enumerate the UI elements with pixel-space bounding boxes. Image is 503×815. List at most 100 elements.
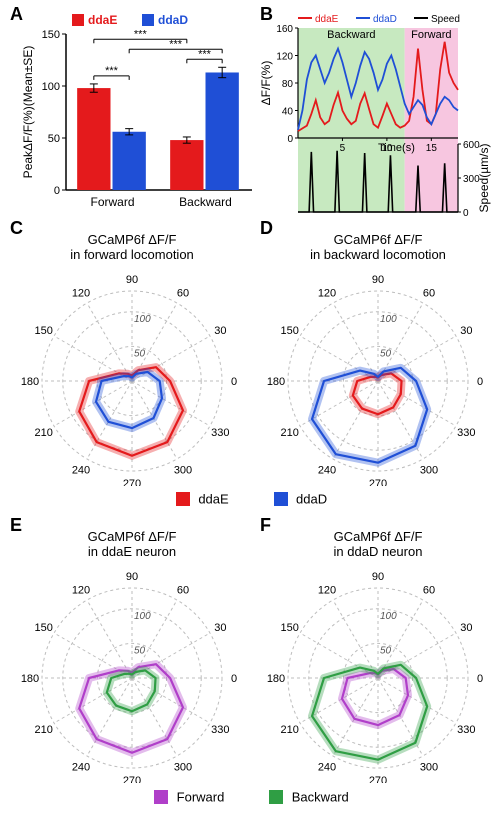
legend-cd-swatch-ddaE <box>176 492 190 506</box>
svg-text:100: 100 <box>380 314 397 325</box>
svg-text:***: *** <box>134 28 148 40</box>
svg-text:15: 15 <box>426 143 438 154</box>
svg-text:270: 270 <box>369 775 387 783</box>
svg-text:30: 30 <box>460 622 472 634</box>
svg-text:270: 270 <box>369 478 387 486</box>
svg-text:150: 150 <box>42 29 60 41</box>
panel-a-chart: 0 50 100 150 PeakΔF/F(%)(Mean±SE) ddaE ddaD For… <box>18 8 258 218</box>
svg-text:330: 330 <box>211 724 229 736</box>
svg-text:100: 100 <box>42 81 60 93</box>
svg-text:Forward: Forward <box>90 195 134 209</box>
svg-text:GCaMP6f ΔF/F: GCaMP6f ΔF/F <box>334 232 423 247</box>
svg-text:210: 210 <box>280 724 298 736</box>
svg-text:300: 300 <box>174 464 192 476</box>
svg-text:Forward: Forward <box>411 29 451 41</box>
svg-text:150: 150 <box>280 622 298 634</box>
svg-text:PeakΔF/F(%)(Mean±SE): PeakΔF/F(%)(Mean±SE) <box>21 46 35 179</box>
legend-ef-swatch-backward <box>269 790 283 804</box>
svg-text:0: 0 <box>477 376 483 388</box>
svg-text:GCaMP6f ΔF/F: GCaMP6f ΔF/F <box>334 529 423 544</box>
svg-text:300: 300 <box>174 761 192 773</box>
svg-text:100: 100 <box>134 314 151 325</box>
svg-text:Speed(µm/s): Speed(µm/s) <box>477 144 491 213</box>
svg-text:90: 90 <box>372 274 384 286</box>
svg-text:in backward locomotion: in backward locomotion <box>310 247 446 262</box>
svg-text:40: 40 <box>282 107 294 118</box>
svg-text:ddaE: ddaE <box>88 13 117 27</box>
svg-text:150: 150 <box>280 325 298 337</box>
svg-text:0: 0 <box>463 208 469 218</box>
panel-c-polar: GCaMP6f ΔF/Fin forward locomotion5010003… <box>12 228 252 486</box>
svg-text:GCaMP6f ΔF/F: GCaMP6f ΔF/F <box>88 232 177 247</box>
figure: A B C D E F 050100150PeakΔF/F(%)(Mean±SE… <box>0 0 503 815</box>
svg-text:120: 120 <box>318 585 336 597</box>
svg-text:0: 0 <box>477 673 483 685</box>
svg-text:ddaD: ddaD <box>158 13 188 27</box>
svg-text:50: 50 <box>134 645 146 656</box>
svg-text:Time(s): Time(s) <box>378 142 415 154</box>
svg-text:60: 60 <box>423 585 435 597</box>
svg-text:60: 60 <box>177 585 189 597</box>
legend-ef-label-forward: Forward <box>177 789 225 804</box>
svg-text:***: *** <box>198 48 212 60</box>
svg-text:240: 240 <box>318 761 336 773</box>
svg-text:ddaE: ddaE <box>315 14 339 25</box>
panel-e-polar: GCaMP6f ΔF/Fin ddaE neuron 50 100 0 30 60 90 12… <box>12 525 252 783</box>
svg-text:90: 90 <box>126 274 138 286</box>
svg-text:30: 30 <box>214 622 226 634</box>
svg-text:100: 100 <box>380 611 397 622</box>
svg-text:0: 0 <box>231 673 237 685</box>
svg-text:270: 270 <box>123 775 141 783</box>
svg-text:50: 50 <box>48 133 60 145</box>
svg-text:150: 150 <box>34 622 52 634</box>
svg-text:5: 5 <box>340 143 346 154</box>
svg-text:120: 120 <box>276 52 293 63</box>
svg-text:300: 300 <box>420 464 438 476</box>
svg-text:330: 330 <box>457 724 475 736</box>
legend-ef-swatch-forward <box>154 790 168 804</box>
svg-text:***: *** <box>169 38 183 50</box>
svg-text:0: 0 <box>231 376 237 388</box>
svg-text:210: 210 <box>34 724 52 736</box>
svg-text:240: 240 <box>72 761 90 773</box>
panel-b-chart: BackwardForward04080120160ΔF/F(%)51015Ti… <box>258 8 498 218</box>
svg-text:330: 330 <box>211 427 229 439</box>
panel-f-polar: GCaMP6f ΔF/Fin ddaD neuron 50 100 0 30 60 90 12… <box>258 525 498 783</box>
svg-text:120: 120 <box>72 288 90 300</box>
legend-cd-label-ddaE: ddaE <box>198 491 228 506</box>
svg-text:60: 60 <box>423 288 435 300</box>
svg-text:180: 180 <box>21 673 39 685</box>
svg-text:240: 240 <box>72 464 90 476</box>
svg-text:ΔF/F(%): ΔF/F(%) <box>259 61 273 106</box>
svg-text:120: 120 <box>318 288 336 300</box>
svg-text:180: 180 <box>267 673 285 685</box>
svg-text:GCaMP6f ΔF/F: GCaMP6f ΔF/F <box>88 529 177 544</box>
svg-text:50: 50 <box>380 645 392 656</box>
svg-text:30: 30 <box>214 325 226 337</box>
svg-text:Backward: Backward <box>327 29 375 41</box>
legend-ef-label-backward: Backward <box>292 789 349 804</box>
svg-text:***: *** <box>105 65 119 77</box>
svg-text:0: 0 <box>54 185 60 197</box>
svg-text:30: 30 <box>460 325 472 337</box>
svg-text:330: 330 <box>457 427 475 439</box>
svg-text:in ddaD neuron: in ddaD neuron <box>334 544 423 559</box>
svg-text:210: 210 <box>34 427 52 439</box>
svg-text:120: 120 <box>72 585 90 597</box>
svg-text:210: 210 <box>280 427 298 439</box>
svg-text:in ddaE neuron: in ddaE neuron <box>88 544 176 559</box>
svg-text:60: 60 <box>177 288 189 300</box>
legend-cd-swatch-ddaD <box>274 492 288 506</box>
panel-d-polar: GCaMP6f ΔF/Fin backward locomotion 50 100 0… <box>258 228 498 486</box>
svg-text:50: 50 <box>134 348 146 359</box>
legend-cd-label-ddaD: ddaD <box>296 491 327 506</box>
svg-text:270: 270 <box>123 478 141 486</box>
svg-text:50: 50 <box>380 348 392 359</box>
svg-text:Backward: Backward <box>179 195 232 209</box>
legend-cd: ddaE ddaD <box>0 490 503 508</box>
svg-text:90: 90 <box>126 571 138 583</box>
svg-text:160: 160 <box>276 24 293 35</box>
svg-text:240: 240 <box>318 464 336 476</box>
svg-text:100: 100 <box>134 611 151 622</box>
svg-text:90: 90 <box>372 571 384 583</box>
